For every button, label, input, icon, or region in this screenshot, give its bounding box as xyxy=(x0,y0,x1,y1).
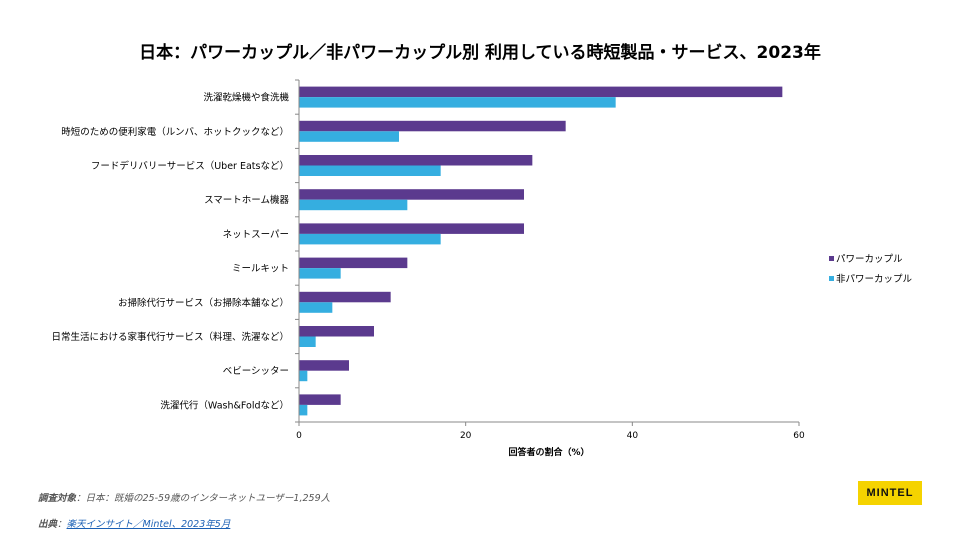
bar-nonpower-8 xyxy=(299,370,308,382)
category-label: ミールキット xyxy=(232,264,289,275)
category-label: 洗濯代行（Wash&Foldなど） xyxy=(160,399,289,411)
bar-nonpower-0 xyxy=(299,97,616,108)
source-key: 出典 xyxy=(38,519,58,530)
source-link[interactable]: 楽天インサイト／Mintel、2023年5月 xyxy=(66,519,231,530)
bar-nonpower-9 xyxy=(299,404,308,416)
category-label: 日常生活における家事代行サービス（料理、洗濯など） xyxy=(51,331,289,343)
bar-nonpower-6 xyxy=(299,302,333,313)
bar-power-9 xyxy=(299,394,341,405)
bar-nonpower-3 xyxy=(299,199,408,211)
bar-nonpower-5 xyxy=(299,268,341,279)
category-label: フードデリバリーサービス（Uber Eatsなど） xyxy=(91,160,289,172)
bar-nonpower-4 xyxy=(299,233,441,245)
bar-power-8 xyxy=(299,360,349,371)
bar-power-6 xyxy=(299,291,391,303)
bar-power-2 xyxy=(299,155,533,166)
category-label: ネットスーパー xyxy=(223,229,289,240)
source-note: 出典：楽天インサイト／Mintel、2023年5月 xyxy=(38,519,231,530)
bar-power-1 xyxy=(299,120,566,132)
bar-nonpower-1 xyxy=(299,131,399,142)
legend-swatch-0 xyxy=(829,256,834,261)
bar-power-3 xyxy=(299,189,524,200)
category-label: お掃除代行サービス（お掃除本舗など） xyxy=(118,297,289,309)
survey-key: 調査対象 xyxy=(38,493,77,504)
category-label: 時短のための便利家電（ルンバ、ホットクックなど） xyxy=(61,126,289,138)
x-tick-label: 20 xyxy=(460,431,472,441)
bar-nonpower-2 xyxy=(299,165,441,176)
category-label: ベビーシッター xyxy=(223,366,289,377)
chart-title: 日本：パワーカップル／非パワーカップル別 利用している時短製品・サービス、202… xyxy=(139,43,821,63)
legend-swatch-1 xyxy=(829,276,834,281)
x-tick-label: 60 xyxy=(793,431,805,441)
axes-group: 0 20 40 60 xyxy=(295,79,805,441)
x-tick-label: 40 xyxy=(627,431,639,441)
bar-power-5 xyxy=(299,257,408,269)
bar-power-7 xyxy=(299,326,374,337)
x-tick-label: 0 xyxy=(296,431,302,441)
survey-note: 調査対象：日本：既婚の25-59歳のインターネットユーザー1,259人 xyxy=(38,490,330,504)
x-axis-label: 回答者の割合（%） xyxy=(508,446,589,458)
bar-power-4 xyxy=(299,223,524,234)
mintel-logo: MINTEL xyxy=(858,481,922,505)
legend-label-1: 非パワーカップル xyxy=(836,273,913,285)
category-label: スマートホーム機器 xyxy=(204,194,289,206)
bar-nonpower-7 xyxy=(299,336,316,347)
survey-text: ：日本：既婚の25-59歳のインターネットユーザー1,259人 xyxy=(76,493,331,504)
category-label: 洗濯乾燥機や食洗機 xyxy=(203,92,289,104)
bar-power-0 xyxy=(299,86,783,98)
legend-label-0: パワーカップル xyxy=(836,254,903,265)
bars-group xyxy=(299,86,783,416)
